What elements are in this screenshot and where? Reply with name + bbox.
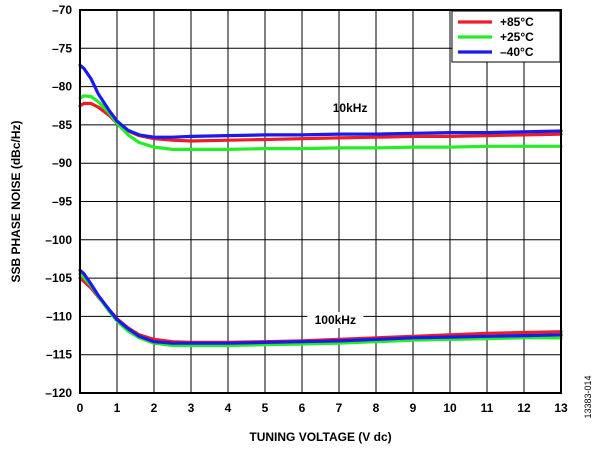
y-tick-label: –75 xyxy=(52,41,72,55)
legend-label: –40°C xyxy=(500,45,534,59)
y-tick-label: –100 xyxy=(45,233,72,247)
y-tick-label: –105 xyxy=(45,271,72,285)
figure-id: 13383-014 xyxy=(583,375,593,418)
x-tick-label: 9 xyxy=(410,401,417,415)
legend-label: +85°C xyxy=(500,15,534,29)
y-tick-label: –80 xyxy=(52,80,72,94)
y-axis-title: SSB PHASE NOISE (dBc/Hz) xyxy=(9,120,23,282)
x-tick-label: 1 xyxy=(114,401,121,415)
y-tick-label: –95 xyxy=(52,195,72,209)
x-tick-label: 7 xyxy=(336,401,343,415)
series-line xyxy=(78,63,563,139)
series-line xyxy=(78,268,563,345)
y-tick-label: –110 xyxy=(46,309,72,323)
y-tick-label: –115 xyxy=(46,348,72,362)
x-tick-label: 3 xyxy=(188,401,195,415)
y-tick-label: –85 xyxy=(52,118,72,132)
annotation-100khz-box: 100kHz xyxy=(307,312,364,329)
annotation-10khz: 10kHz xyxy=(333,101,368,115)
x-tick-label: 12 xyxy=(517,401,531,415)
y-tick-label: –70 xyxy=(52,3,72,17)
series-line xyxy=(78,276,563,344)
plot-frame xyxy=(79,9,562,394)
x-tick-labels: 0 1 2 3 4 5 6 7 8 9 10 11 12 13 xyxy=(77,401,568,415)
series-line xyxy=(78,101,563,143)
x-tick-label: 10 xyxy=(443,401,457,415)
series-layer xyxy=(78,63,563,348)
x-tick-label: 4 xyxy=(225,401,232,415)
x-axis-title: TUNING VOLTAGE (V dc) xyxy=(249,430,391,444)
legend-label: +25°C xyxy=(500,30,534,44)
x-tick-label: 13 xyxy=(554,401,568,415)
x-tick-label: 2 xyxy=(151,401,158,415)
legend: +85°C+25°C–40°C xyxy=(451,10,561,63)
x-tick-label: 11 xyxy=(481,401,494,415)
series-line xyxy=(78,94,563,151)
x-tick-label: 6 xyxy=(299,401,306,415)
x-tick-label: 0 xyxy=(77,401,84,415)
y-tick-label: –120 xyxy=(45,386,72,400)
y-tick-label: –90 xyxy=(52,156,72,170)
x-tick-label: 8 xyxy=(373,401,380,415)
x-tick-label: 5 xyxy=(262,401,269,415)
y-tick-labels: –70 –75 –80 –85 –90 –95 –100 –105 –110 –115 –120 xyxy=(45,3,72,400)
annotation-100khz: 100kHz xyxy=(315,313,356,327)
